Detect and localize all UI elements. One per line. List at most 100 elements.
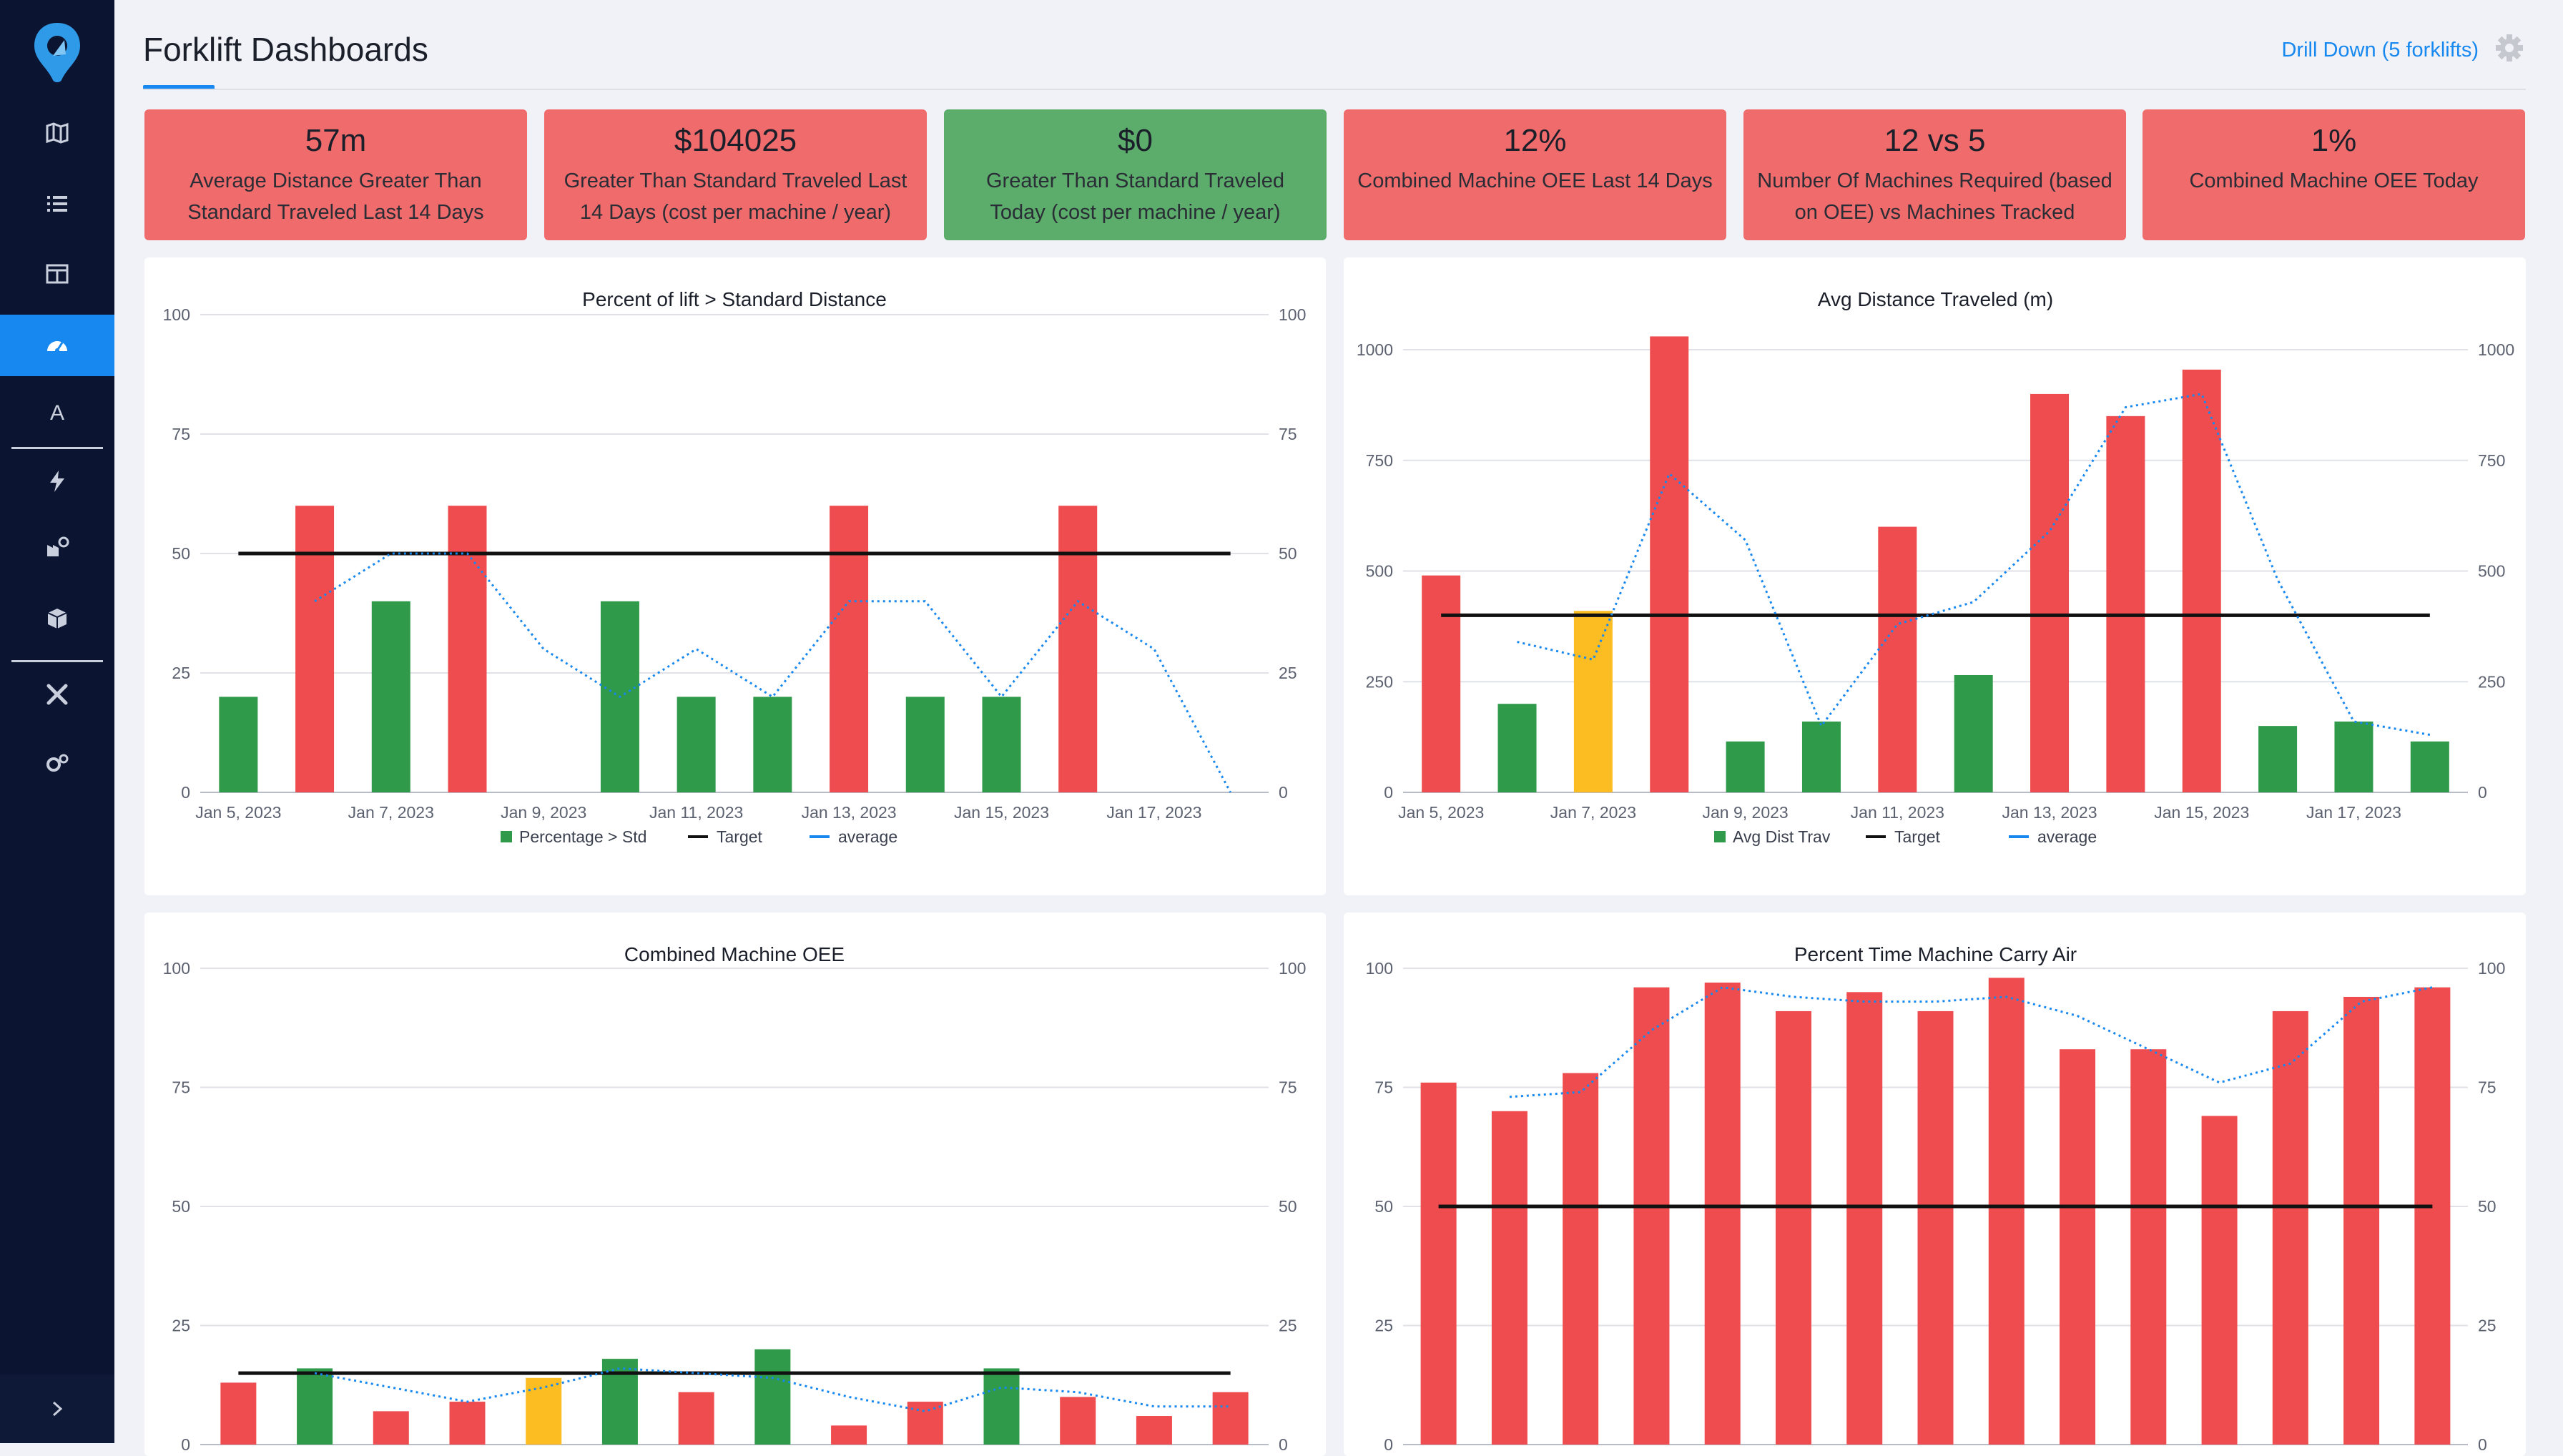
- bar: [2343, 996, 2380, 1445]
- bar: [678, 1392, 714, 1445]
- dashboard-gauge-icon: [47, 341, 67, 353]
- y-tick-left: 50: [172, 1197, 190, 1216]
- legend-label: Target: [717, 827, 763, 846]
- y-tick-left: 25: [172, 664, 190, 682]
- kpi-value: $0: [1118, 123, 1153, 158]
- bar: [295, 506, 335, 792]
- chart-percent-lift: Percent of lift > Standard Distance 0 0 25 2…: [163, 288, 1307, 846]
- chart-carry-air: Percent Time Machine Carry Air 0 0 25 25 50 50…: [1366, 943, 2506, 1454]
- kpi-value: $104025: [674, 123, 797, 158]
- average-line: [314, 1367, 1231, 1412]
- y-tick-right: 1000: [2478, 340, 2514, 359]
- y-tick-left: 25: [172, 1317, 190, 1335]
- gear-icon[interactable]: [2494, 33, 2524, 63]
- sidebar-item-layout[interactable]: [0, 243, 114, 305]
- page-title: Forklift Dashboards: [143, 31, 428, 68]
- y-tick-left: 0: [1384, 1435, 1393, 1454]
- y-tick-right: 0: [2478, 783, 2487, 802]
- bar: [1988, 978, 2025, 1445]
- sidebar-item-a-label: A: [49, 401, 64, 425]
- drill-down-link[interactable]: Drill Down (5 forklifts): [2281, 39, 2479, 62]
- tools-icon: [46, 684, 68, 705]
- average-line: [314, 552, 1231, 793]
- kpi-label: Combined Machine OEE Last 14 Days: [1357, 169, 1713, 192]
- bar: [753, 697, 792, 792]
- cogs-icon: [46, 754, 69, 772]
- bar: [448, 506, 487, 792]
- sidebar-item-list[interactable]: [0, 173, 114, 235]
- sidebar-item-tools[interactable]: [0, 664, 114, 725]
- kpi-card-cost-14-days: $104025 Greater Than Standard Traveled L…: [544, 109, 927, 240]
- x-tick-label: Jan 11, 2023: [649, 803, 743, 822]
- bar: [1573, 611, 1613, 792]
- x-tick-label: Jan 5, 2023: [1398, 803, 1484, 822]
- x-tick-label: Jan 15, 2023: [954, 803, 1049, 822]
- bar: [2106, 415, 2145, 792]
- sidebar-item-machine-settings[interactable]: [0, 517, 114, 579]
- sidebar: A: [0, 0, 114, 1443]
- bar: [1420, 1082, 1457, 1445]
- bar: [2414, 987, 2451, 1445]
- y-tick-left: 50: [172, 544, 190, 563]
- bar: [2258, 726, 2298, 792]
- x-tick-label: Jan 9, 2023: [501, 803, 586, 822]
- legend-label: Target: [1894, 827, 1941, 846]
- bar: [2201, 1116, 2238, 1445]
- x-tick-label: Jan 9, 2023: [1702, 803, 1788, 822]
- bar: [983, 1368, 1020, 1445]
- kpi-label: Number Of Machines Required (based on OE…: [1757, 169, 2112, 224]
- bar: [1704, 982, 1741, 1445]
- list-icon: [47, 196, 67, 212]
- sidebar-item-a[interactable]: A: [0, 383, 114, 444]
- bar: [1212, 1392, 1249, 1445]
- kpi-card-machines-required: 12 vs 5 Number Of Machines Required (bas…: [1743, 109, 2126, 240]
- page-title-underline: [143, 85, 215, 89]
- bar: [1491, 1111, 1528, 1445]
- y-tick-left: 75: [1374, 1078, 1393, 1097]
- sidebar-divider: [11, 447, 103, 449]
- x-tick-label: Jan 7, 2023: [348, 803, 434, 822]
- x-tick-label: Jan 7, 2023: [1550, 803, 1636, 822]
- kpi-label: Combined Machine OEE Today: [2189, 169, 2479, 192]
- kpi-value: 12 vs 5: [1884, 123, 1986, 158]
- sidebar-item-map[interactable]: [0, 102, 114, 164]
- kpi-card-oee-14-days: 12% Combined Machine OEE Last 14 Days: [1344, 109, 1726, 240]
- bar: [754, 1349, 791, 1445]
- bar: [1917, 1010, 1954, 1445]
- y-tick-left: 100: [1366, 959, 1393, 978]
- chart-title: Percent of lift > Standard Distance: [582, 288, 887, 310]
- sidebar-divider-2: [11, 660, 103, 662]
- layout-icon: [46, 264, 69, 284]
- y-tick-left: 100: [163, 305, 190, 324]
- bar: [526, 1377, 562, 1445]
- bar: [1633, 987, 1670, 1445]
- sidebar-item-bolt[interactable]: [0, 451, 114, 512]
- y-tick-left: 25: [1374, 1317, 1393, 1335]
- bar: [982, 697, 1021, 792]
- bar: [220, 1382, 257, 1445]
- x-tick-label: Jan 13, 2023: [802, 803, 897, 822]
- kpi-label: Greater Than Standard Traveled Today (co…: [986, 169, 1284, 224]
- sidebar-item-cogs[interactable]: [0, 732, 114, 794]
- bar: [830, 506, 869, 792]
- sidebar-item-dashboard[interactable]: [0, 315, 114, 376]
- bar: [2182, 369, 2221, 792]
- bar: [1422, 575, 1461, 792]
- bar: [2060, 1049, 2096, 1445]
- app-logo-icon[interactable]: [31, 20, 83, 83]
- y-tick-right: 100: [1279, 305, 1306, 324]
- kpi-card-cost-today: $0 Greater Than Standard Traveled Today …: [944, 109, 1327, 240]
- y-tick-right: 25: [1279, 1317, 1297, 1335]
- bar: [1726, 741, 1765, 792]
- chart-title: Percent Time Machine Carry Air: [1794, 943, 2077, 965]
- y-tick-right: 100: [2478, 959, 2505, 978]
- sidebar-item-cube[interactable]: [0, 588, 114, 649]
- y-tick-right: 50: [1279, 1197, 1297, 1216]
- bar: [1563, 1073, 1599, 1445]
- y-tick-right: 0: [2478, 1435, 2487, 1454]
- bar: [677, 697, 716, 792]
- bar: [1058, 506, 1098, 792]
- kpi-card-oee-today: 1% Combined Machine OEE Today: [2143, 109, 2525, 240]
- y-tick-right: 250: [2478, 672, 2505, 691]
- sidebar-expand-button[interactable]: [0, 1374, 114, 1443]
